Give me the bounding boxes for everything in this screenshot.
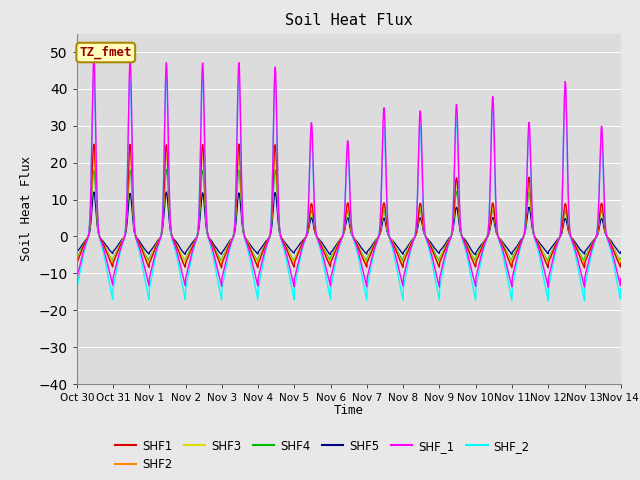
Y-axis label: Soil Heat Flux: Soil Heat Flux	[20, 156, 33, 261]
SHF2	[617, 260, 625, 266]
SHF_1	[545, 284, 552, 290]
SHF4	[255, 253, 263, 259]
SHF3	[617, 257, 625, 263]
SHF3	[271, 152, 279, 158]
X-axis label: Time: Time	[334, 405, 364, 418]
SHF_2	[195, 222, 202, 228]
Title: Soil Heat Flux: Soil Heat Flux	[285, 13, 413, 28]
SHF5	[90, 189, 98, 195]
SHF_1	[434, 276, 442, 282]
SHF4	[73, 255, 81, 261]
SHF1	[218, 265, 225, 271]
SHF2	[73, 260, 81, 266]
SHF_1	[90, 52, 98, 58]
SHF_2	[580, 298, 588, 304]
SHF2	[90, 141, 98, 147]
SHF3	[434, 257, 442, 263]
SHF2	[181, 264, 189, 270]
SHF_1	[553, 242, 561, 248]
SHF2	[195, 227, 202, 232]
SHF3	[553, 240, 561, 246]
SHF_2	[505, 281, 513, 287]
SHF2	[580, 265, 588, 271]
SHF5	[472, 252, 479, 258]
SHF_2	[162, 72, 170, 78]
SHF4	[163, 167, 170, 172]
SHF2	[505, 257, 513, 263]
Line: SHF2: SHF2	[77, 144, 621, 268]
SHF_2	[434, 288, 442, 294]
SHF3	[194, 231, 202, 237]
SHF5	[617, 249, 625, 254]
SHF_2	[553, 245, 561, 251]
SHF1	[553, 240, 561, 246]
SHF4	[434, 256, 442, 262]
SHF5	[73, 249, 81, 255]
SHF3	[73, 257, 81, 263]
SHF4	[553, 239, 561, 244]
SHF_2	[73, 286, 81, 291]
SHF5	[195, 230, 202, 236]
SHF_2	[617, 286, 625, 291]
SHF4	[505, 253, 513, 259]
SHF2	[553, 240, 561, 246]
SHF1	[617, 260, 625, 266]
SHF5	[434, 249, 442, 254]
Line: SHF5: SHF5	[77, 192, 621, 255]
SHF_1	[195, 227, 202, 232]
SHF4	[218, 259, 225, 265]
Line: SHF3: SHF3	[77, 155, 621, 264]
Line: SHF_2: SHF_2	[77, 75, 621, 301]
SHF_2	[181, 295, 189, 300]
SHF_1	[255, 272, 263, 277]
SHF1	[73, 260, 81, 266]
SHF_1	[617, 276, 625, 281]
Text: TZ_fmet: TZ_fmet	[79, 46, 132, 59]
SHF2	[255, 258, 263, 264]
SHF5	[255, 248, 263, 254]
SHF3	[580, 261, 588, 267]
SHF_1	[73, 276, 81, 281]
SHF3	[255, 256, 262, 262]
SHF_2	[255, 281, 263, 287]
SHF_1	[505, 270, 513, 276]
SHF5	[553, 237, 561, 243]
SHF1	[434, 261, 442, 267]
SHF5	[181, 251, 189, 257]
SHF_1	[181, 281, 189, 287]
SHF1	[235, 141, 243, 147]
SHF5	[505, 248, 513, 253]
Line: SHF4: SHF4	[77, 169, 621, 262]
Legend: SHF1, SHF2, SHF3, SHF4, SHF5, SHF_1, SHF_2: SHF1, SHF2, SHF3, SHF4, SHF5, SHF_1, SHF…	[110, 435, 534, 476]
SHF4	[181, 258, 189, 264]
SHF3	[180, 258, 188, 264]
SHF3	[505, 254, 513, 260]
SHF1	[180, 263, 188, 269]
Line: SHF1: SHF1	[77, 144, 621, 268]
SHF2	[434, 261, 442, 266]
SHF4	[617, 255, 625, 261]
SHF1	[194, 230, 202, 236]
Line: SHF_1: SHF_1	[77, 55, 621, 287]
SHF1	[255, 258, 263, 264]
SHF4	[195, 229, 202, 235]
SHF1	[505, 258, 513, 264]
